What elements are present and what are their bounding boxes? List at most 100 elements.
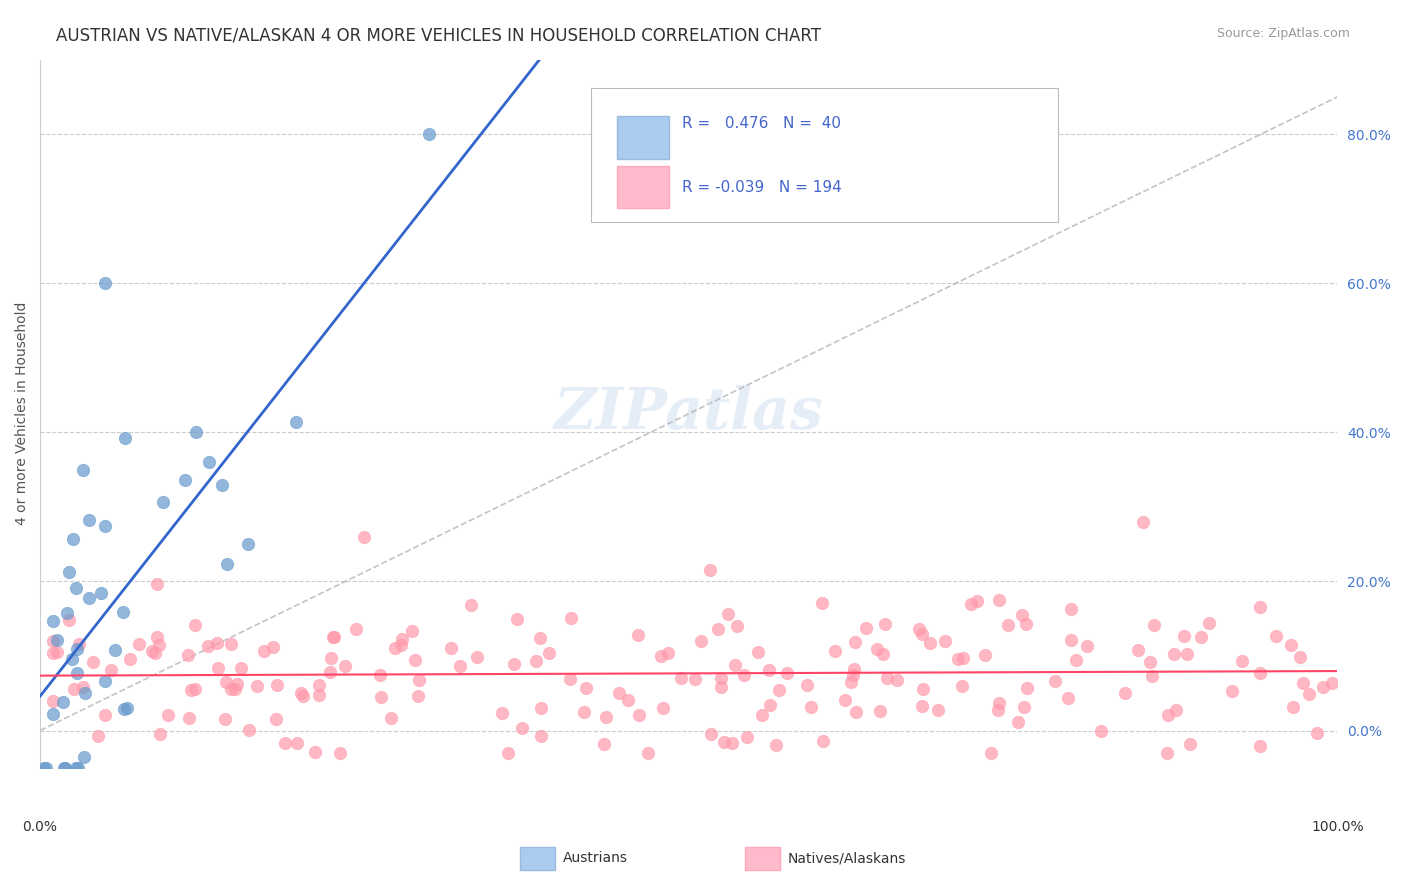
Natives/Alaskans: [214, 712, 236, 726]
Natives/Alaskans: [221, 682, 243, 697]
Natives/Alaskans: [934, 633, 956, 648]
Natives/Alaskans: [368, 668, 391, 682]
Natives/Alaskans: [751, 707, 773, 722]
Austrians: [75, 686, 97, 700]
Natives/Alaskans: [266, 678, 288, 692]
Natives/Alaskans: [225, 676, 247, 690]
Natives/Alaskans: [401, 624, 423, 638]
Austrians: [72, 463, 94, 477]
Austrians: [112, 605, 135, 619]
Natives/Alaskans: [706, 622, 728, 636]
Natives/Alaskans: [45, 645, 67, 659]
Natives/Alaskans: [758, 663, 780, 677]
Natives/Alaskans: [1011, 607, 1033, 622]
Natives/Alaskans: [319, 650, 342, 665]
Natives/Alaskans: [950, 679, 973, 693]
Natives/Alaskans: [391, 632, 413, 646]
Natives/Alaskans: [911, 698, 934, 713]
Natives/Alaskans: [1320, 676, 1343, 690]
Natives/Alaskans: [560, 611, 582, 625]
Text: 100.0%: 100.0%: [1310, 820, 1364, 834]
Austrians: [115, 700, 138, 714]
Natives/Alaskans: [215, 675, 238, 690]
Natives/Alaskans: [839, 675, 862, 690]
Natives/Alaskans: [273, 736, 295, 750]
Natives/Alaskans: [1114, 686, 1136, 700]
Natives/Alaskans: [308, 688, 330, 702]
FancyBboxPatch shape: [592, 88, 1059, 222]
Natives/Alaskans: [408, 673, 430, 687]
Natives/Alaskans: [1007, 715, 1029, 730]
Austrians: [58, 565, 80, 579]
Natives/Alaskans: [344, 622, 367, 636]
Natives/Alaskans: [617, 692, 640, 706]
Natives/Alaskans: [449, 659, 471, 673]
Natives/Alaskans: [607, 686, 630, 700]
Natives/Alaskans: [42, 633, 65, 648]
Natives/Alaskans: [94, 708, 117, 723]
Natives/Alaskans: [842, 662, 865, 676]
Natives/Alaskans: [370, 690, 392, 704]
Natives/Alaskans: [1163, 648, 1185, 662]
Natives/Alaskans: [966, 594, 988, 608]
Natives/Alaskans: [524, 654, 547, 668]
Natives/Alaskans: [156, 708, 179, 723]
Natives/Alaskans: [1064, 653, 1087, 667]
Natives/Alaskans: [491, 706, 513, 720]
Austrians: [104, 643, 127, 657]
Natives/Alaskans: [1249, 666, 1271, 681]
Natives/Alaskans: [811, 595, 834, 609]
Bar: [617, 166, 669, 209]
Natives/Alaskans: [1017, 681, 1039, 696]
Natives/Alaskans: [927, 703, 949, 717]
Natives/Alaskans: [699, 563, 721, 577]
Natives/Alaskans: [873, 616, 896, 631]
Natives/Alaskans: [1090, 724, 1112, 739]
Austrians: [66, 761, 89, 775]
Natives/Alaskans: [184, 618, 207, 632]
Austrians: [66, 665, 89, 680]
Natives/Alaskans: [907, 623, 929, 637]
Natives/Alaskans: [1156, 708, 1178, 723]
Natives/Alaskans: [713, 735, 735, 749]
Austrians: [418, 127, 440, 141]
Natives/Alaskans: [510, 722, 533, 736]
Natives/Alaskans: [221, 637, 243, 651]
Natives/Alaskans: [141, 644, 163, 658]
Natives/Alaskans: [845, 705, 868, 719]
Natives/Alaskans: [813, 733, 835, 747]
Natives/Alaskans: [988, 593, 1011, 607]
Natives/Alaskans: [1126, 643, 1149, 657]
Natives/Alaskans: [1139, 655, 1161, 669]
Natives/Alaskans: [575, 681, 598, 695]
Natives/Alaskans: [180, 682, 202, 697]
Natives/Alaskans: [389, 638, 412, 652]
Natives/Alaskans: [505, 612, 527, 626]
Natives/Alaskans: [974, 648, 997, 662]
Natives/Alaskans: [716, 607, 738, 621]
Text: R =   0.476   N =  40: R = 0.476 N = 40: [682, 116, 841, 131]
Natives/Alaskans: [735, 730, 758, 744]
Natives/Alaskans: [866, 641, 889, 656]
Austrians: [236, 537, 259, 551]
Natives/Alaskans: [844, 634, 866, 648]
Natives/Alaskans: [652, 701, 675, 715]
Natives/Alaskans: [952, 650, 974, 665]
Natives/Alaskans: [1232, 654, 1254, 668]
Natives/Alaskans: [1156, 746, 1178, 760]
Natives/Alaskans: [1189, 631, 1212, 645]
Natives/Alaskans: [1312, 680, 1334, 694]
Austrians: [79, 591, 101, 605]
Natives/Alaskans: [724, 658, 747, 673]
Natives/Alaskans: [574, 706, 596, 720]
Natives/Alaskans: [1012, 700, 1035, 714]
Natives/Alaskans: [834, 693, 856, 707]
Austrians: [53, 761, 76, 775]
Natives/Alaskans: [308, 678, 330, 692]
Natives/Alaskans: [1060, 602, 1083, 616]
Natives/Alaskans: [1015, 617, 1038, 632]
Natives/Alaskans: [595, 710, 617, 724]
Austrians: [55, 761, 77, 775]
Natives/Alaskans: [224, 682, 246, 697]
Natives/Alaskans: [1076, 639, 1098, 653]
